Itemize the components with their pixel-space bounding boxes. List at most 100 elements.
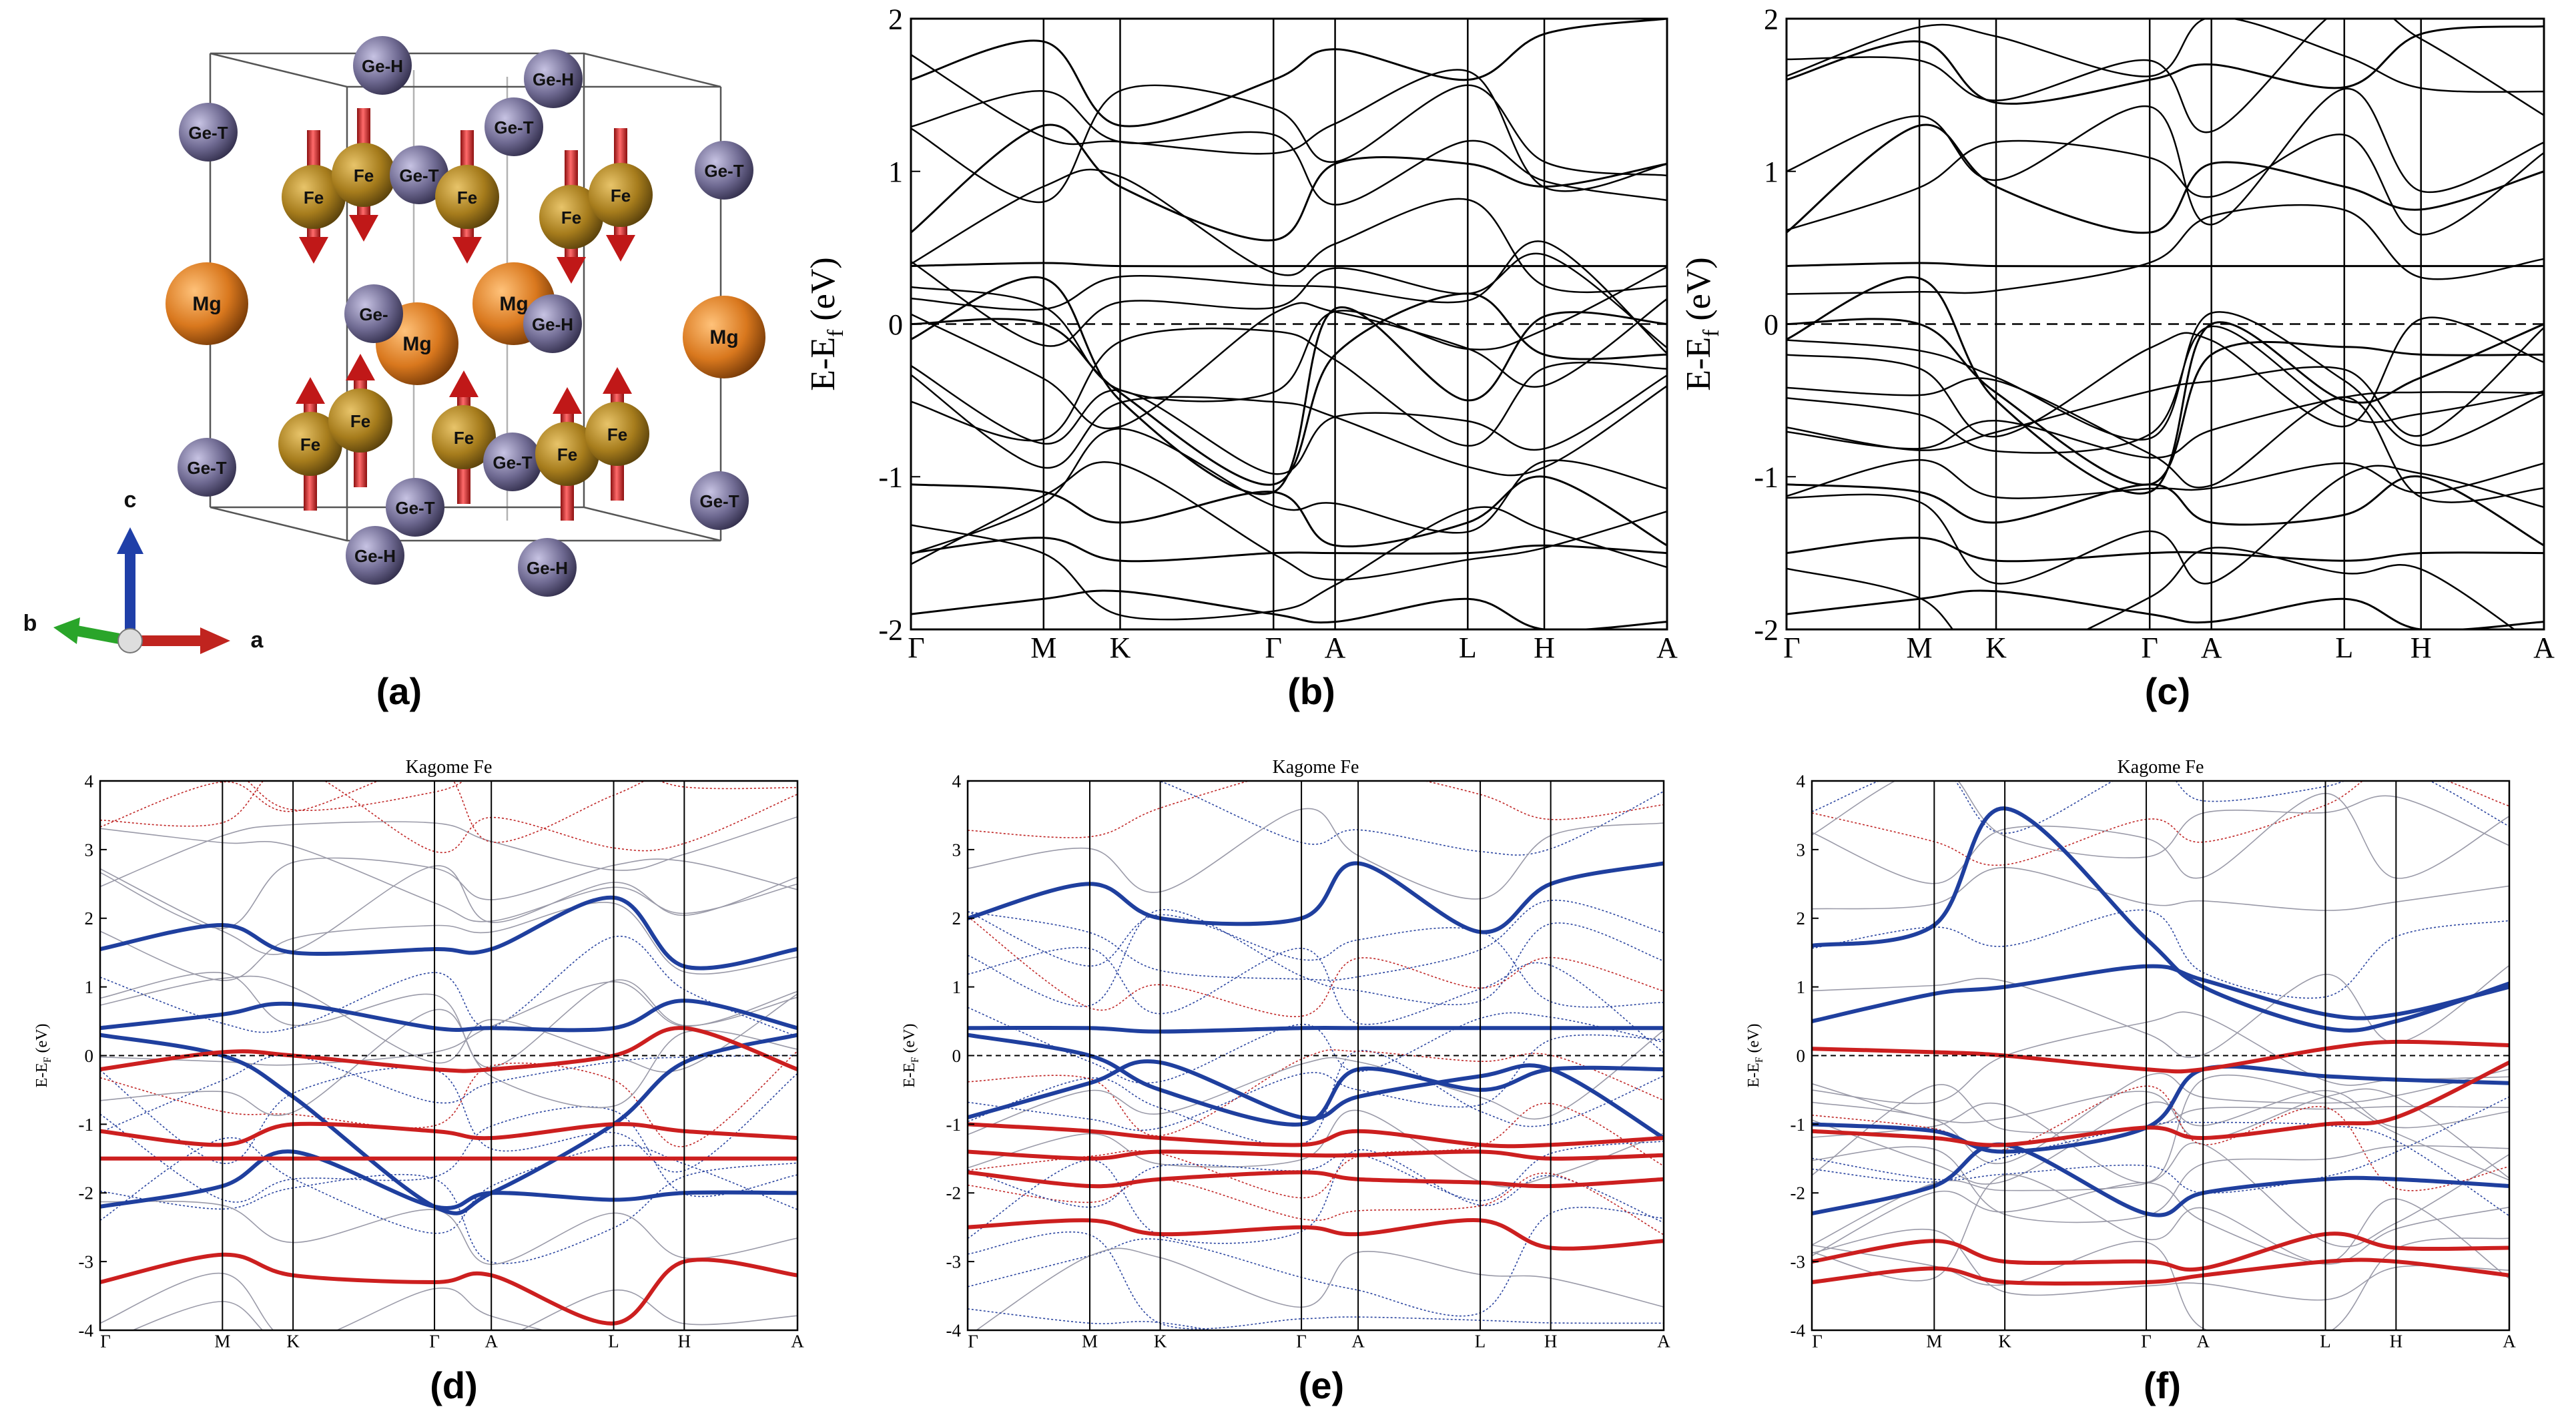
background-band (1812, 1090, 2509, 1185)
background-band (1812, 909, 2509, 999)
x-tick-label: K (286, 1332, 300, 1352)
x-tick-label: Γ (429, 1332, 440, 1352)
x-tick-label: H (1544, 1332, 1558, 1352)
atom-label: Ge-H (354, 546, 396, 566)
y-tick-label: 1 (888, 156, 903, 188)
ge-atom: Ge-H (523, 294, 582, 353)
atom-sphere (523, 294, 582, 353)
x-tick-label: L (2320, 1332, 2331, 1352)
y-tick-label: -1 (878, 461, 903, 494)
atom-sphere (435, 165, 499, 229)
x-tick-label: K (1985, 631, 2007, 664)
background-band (100, 781, 646, 843)
x-tick-label: A (485, 1332, 498, 1352)
background-band (1787, 325, 2544, 454)
y-tick-label: -2 (1754, 613, 1779, 646)
y-tick-label: 0 (952, 1046, 962, 1066)
background-band (1812, 1074, 2509, 1183)
background-band (100, 1200, 797, 1265)
ge-atom: Ge-H (353, 36, 412, 95)
atom-label: Ge-T (704, 161, 743, 181)
background-band (968, 1231, 1664, 1330)
y-axis-title: E-EF (eV) (33, 1024, 53, 1088)
atom-sphere (179, 103, 238, 162)
ge-atom: Ge-T (178, 438, 236, 497)
background-band (100, 1055, 797, 1133)
y-axis-title: E-EF (eV) (901, 1024, 921, 1088)
atom-label: Ge-T (187, 458, 226, 478)
background-band (968, 1207, 1664, 1317)
band-band-upper-2 (911, 123, 1667, 242)
background-band (911, 298, 1667, 430)
atom-label: Fe (350, 411, 370, 431)
ge-atom: Ge-T (485, 97, 543, 156)
spin-up-arrowhead (603, 367, 632, 394)
mg-atom: Mg (166, 262, 248, 345)
x-tick-label: Γ (968, 1332, 978, 1352)
band-red-4 (100, 1252, 797, 1326)
y-axis-title-sub: F (1754, 1057, 1765, 1063)
atom-sphere (589, 163, 653, 227)
background-band (968, 1308, 1215, 1330)
atom-sphere (390, 146, 448, 204)
background-band (911, 252, 1667, 348)
band-red-3 (100, 1121, 797, 1147)
y-tick-label: 1 (85, 977, 94, 997)
ge-atom: Ge- (344, 284, 403, 343)
y-tick-label: -4 (79, 1320, 94, 1340)
band-chart-d: -4 -3 -2 -1 0 1 2 3 4 Γ M K Γ A L H A E-EF (eV) Kagome Fe (33, 757, 804, 1352)
atom-label: Ge-T (493, 453, 532, 473)
y-axis-title-main: E-E (804, 337, 842, 391)
atom-sphere (344, 284, 403, 343)
background-band (911, 427, 1667, 555)
spin-down-arrowhead (349, 215, 378, 242)
y-tick-label: -3 (1791, 1252, 1806, 1272)
band-chart-e: -4 -3 -2 -1 0 1 2 3 4 Γ M K Γ A L H A E-EF (eV) Kagome Fe (901, 757, 1670, 1352)
band-band-fermi-1 (1787, 318, 2544, 486)
y-axis-title-main: E-E (1745, 1063, 1762, 1087)
band-red-4 (968, 1122, 1664, 1149)
band-band-lower-3 (1787, 589, 2544, 629)
y-tick-label: 2 (1764, 3, 1779, 35)
background-band (968, 1030, 1664, 1135)
x-tick-label: K (1154, 1332, 1167, 1352)
y-tick-label: 0 (1797, 1046, 1806, 1066)
atom-sphere (432, 405, 496, 469)
panel-label-f: (f) (2144, 1364, 2181, 1406)
spin-up-arrowhead (449, 370, 478, 397)
background-band (1812, 1121, 2509, 1217)
x-tick-label: Γ (2141, 1332, 2152, 1352)
atom-label: Ge- (359, 304, 388, 324)
atom-sphere (485, 97, 543, 156)
panel-label-d: (d) (430, 1364, 478, 1406)
plot-area (1812, 781, 2509, 1330)
atom-sphere (282, 165, 346, 229)
y-tick-label: -3 (79, 1252, 94, 1272)
background-band (131, 1287, 546, 1330)
y-tick-label: 1 (952, 977, 962, 997)
atom-sphere (483, 433, 542, 491)
x-tick-label: M (214, 1332, 230, 1352)
atom-sphere (585, 402, 649, 466)
ge-atom: Ge-H (518, 538, 577, 597)
x-tick-label: Γ (1812, 1332, 1823, 1352)
x-tick-label: A (1325, 631, 1346, 664)
chart-title: Kagome Fe (1273, 757, 1359, 778)
x-tick-label: M (1082, 1332, 1098, 1352)
x-tick-label: M (1030, 631, 1056, 664)
atom-label: Ge-T (188, 123, 228, 143)
atom-label: Ge-T (699, 491, 739, 511)
y-axis-title-unit: (eV) (901, 1024, 918, 1057)
band-blue-2 (968, 1025, 1664, 1034)
y-axis-title-sub: F (910, 1057, 921, 1063)
atom-label: Ge-H (527, 558, 568, 578)
band-blue-3 (100, 1033, 797, 1215)
background-band (968, 1007, 1664, 1084)
atom-label: Ge-H (532, 314, 573, 334)
background-band (911, 266, 1667, 402)
y-axis-title-sub: F (42, 1057, 53, 1063)
background-band (968, 899, 1664, 981)
band-blue-2 (100, 999, 797, 1033)
